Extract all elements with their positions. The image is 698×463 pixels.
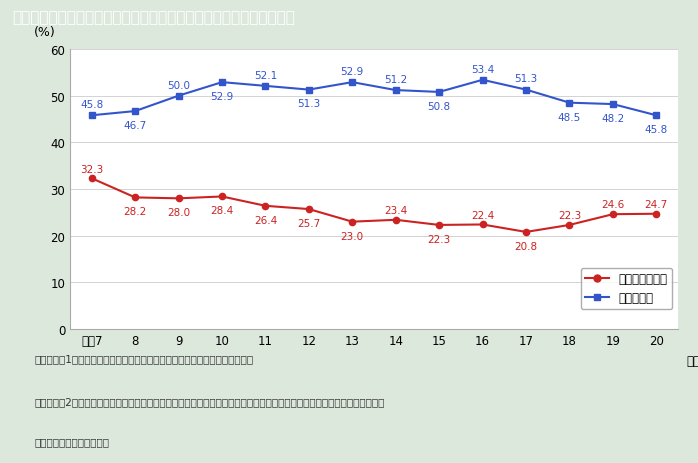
Text: 23.0: 23.0 xyxy=(341,231,364,241)
Text: 20.8: 20.8 xyxy=(514,241,537,251)
Text: 22.3: 22.3 xyxy=(558,211,581,221)
Text: 50.0: 50.0 xyxy=(167,81,190,90)
Text: 51.2: 51.2 xyxy=(384,75,408,85)
Text: 45.8: 45.8 xyxy=(645,125,668,135)
Text: 2．女性合格者，男性合格者のほか，申込書に性別記入欄を設けていない試験があることから性別不明の合格者が: 2．女性合格者，男性合格者のほか，申込書に性別記入欄を設けていない試験があること… xyxy=(35,396,385,406)
Text: （年度）: （年度） xyxy=(686,354,698,367)
Text: 48.5: 48.5 xyxy=(558,113,581,122)
Text: 52.1: 52.1 xyxy=(254,70,277,81)
Text: 存在する。: 存在する。 xyxy=(35,436,110,446)
Text: 32.3: 32.3 xyxy=(80,164,103,174)
Text: 22.4: 22.4 xyxy=(471,210,494,220)
Text: 53.4: 53.4 xyxy=(471,64,494,75)
Text: 51.3: 51.3 xyxy=(297,99,320,109)
Text: 50.8: 50.8 xyxy=(428,101,451,112)
Text: 28.4: 28.4 xyxy=(210,206,234,216)
Text: (%): (%) xyxy=(34,26,55,39)
Text: 25.7: 25.7 xyxy=(297,219,320,228)
Text: 48.2: 48.2 xyxy=(601,114,625,124)
Text: 24.6: 24.6 xyxy=(601,200,625,210)
Text: 52.9: 52.9 xyxy=(341,67,364,77)
Text: 22.3: 22.3 xyxy=(427,234,451,244)
Legend: 都道府県合格者, 市区合格者: 都道府県合格者, 市区合格者 xyxy=(581,268,672,309)
Text: （備考）　1．総務省「地方公共団体の勤務条件等に関する調査」より作成。: （備考） 1．総務省「地方公共団体の勤務条件等に関する調査」より作成。 xyxy=(35,353,254,363)
Text: 26.4: 26.4 xyxy=(254,215,277,225)
Text: 第１－１－８図　地方公務員採用試験合格者に占める女性割合の推移: 第１－１－８図 地方公務員採用試験合格者に占める女性割合の推移 xyxy=(13,11,295,25)
Text: 46.7: 46.7 xyxy=(124,121,147,131)
Text: 28.0: 28.0 xyxy=(167,208,190,218)
Text: 52.9: 52.9 xyxy=(210,92,234,102)
Text: 24.7: 24.7 xyxy=(645,200,668,210)
Text: 51.3: 51.3 xyxy=(514,75,537,84)
Text: 28.2: 28.2 xyxy=(124,207,147,217)
Text: 23.4: 23.4 xyxy=(384,206,408,216)
Text: 45.8: 45.8 xyxy=(80,100,103,110)
